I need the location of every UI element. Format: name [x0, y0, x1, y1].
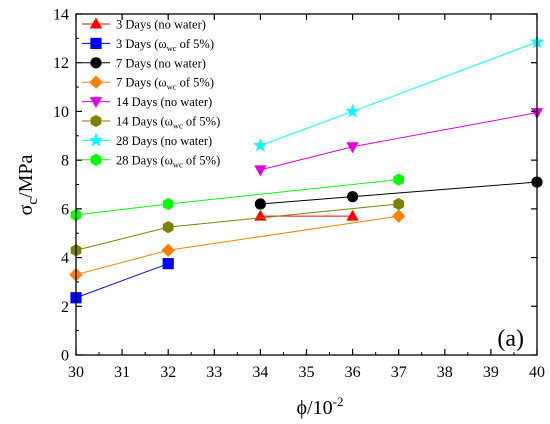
legend-label: 28 Days (ωwc of 5%) — [116, 153, 220, 169]
series-3-point-1 — [254, 198, 266, 210]
series-4-point-2 — [161, 243, 175, 257]
y-tick-label: 8 — [61, 153, 69, 170]
x-tick-label: 35 — [299, 364, 315, 381]
series-5 — [254, 108, 544, 177]
series-7-point-1 — [253, 137, 268, 152]
x-tick-label: 37 — [391, 364, 407, 381]
series-2-line — [75, 263, 169, 299]
series-5-point-1 — [254, 165, 267, 177]
y-tick-label: 6 — [61, 201, 69, 218]
x-tick-label: 31 — [114, 364, 130, 381]
y-tick-label: 14 — [53, 7, 69, 24]
legend-label: 7 Days (ωwc of 5%) — [116, 76, 214, 92]
series-6 — [70, 197, 405, 257]
legend-marker — [90, 114, 102, 128]
legend-item: 3 Days (ωwc of 5%) — [82, 37, 214, 53]
x-tick-label: 30 — [68, 364, 84, 381]
x-tick-label: 38 — [437, 364, 453, 381]
y-tick-label: 12 — [53, 55, 69, 72]
legend-item: 14 Days (ωwc of 5%) — [82, 115, 220, 131]
legend-label: 28 Days (no water) — [116, 134, 212, 148]
series-1-point-1 — [254, 209, 267, 221]
legend-item: 14 Days (no water) — [82, 95, 212, 109]
series-7 — [253, 34, 545, 152]
x-tick-label: 33 — [206, 364, 222, 381]
series-1-point-2 — [346, 209, 359, 221]
series-5-line — [260, 112, 538, 171]
legend-label: 14 Days (no water) — [116, 95, 212, 109]
series-7-line — [260, 41, 538, 146]
legend-label: 3 Days (no water) — [116, 18, 206, 32]
legend-item: 7 Days (no water) — [82, 56, 206, 70]
series-1 — [254, 209, 359, 221]
legend-item: 28 Days (no water) — [82, 132, 212, 148]
legend-marker — [90, 37, 102, 49]
legend-layer: 3 Days (no water) 3 Days (ωwc of 5%) 7 Day… — [82, 18, 220, 169]
series-2 — [70, 258, 174, 304]
series-7-point-2 — [345, 103, 360, 118]
legend-marker — [88, 132, 104, 147]
x-tick-label: 40 — [529, 364, 545, 381]
legend-marker — [89, 17, 103, 29]
series-6-point-3 — [393, 197, 405, 211]
legend-item: 28 Days (ωwc of 5%) — [82, 153, 220, 169]
x-tick-label: 39 — [483, 364, 499, 381]
legend-label: 7 Days (no water) — [116, 56, 206, 70]
series-layer — [69, 34, 545, 304]
series-4-point-3 — [391, 209, 406, 223]
ticks-layer: 30 31 32 33 34 35 36 37 38 39 40 0 2 4 6 8 10 12 14 — [53, 7, 545, 382]
legend-marker — [89, 75, 103, 89]
panel-label: (a) — [497, 326, 524, 352]
series-4-line — [75, 215, 399, 276]
y-tick-label: 0 — [61, 348, 69, 365]
y-axis-label: σc/MPa — [15, 154, 41, 215]
y-tick-label: 2 — [61, 299, 69, 316]
series-3 — [254, 176, 543, 210]
series-5-point-2 — [346, 142, 359, 154]
series-8-point-2 — [162, 197, 174, 211]
series-4 — [69, 209, 406, 282]
legend-label: 14 Days (ωwc of 5%) — [116, 115, 220, 131]
y-tick-label: 10 — [53, 104, 69, 121]
legend-marker — [89, 97, 103, 109]
series-2-point-2 — [162, 258, 174, 270]
y-tick-label: 4 — [61, 250, 69, 267]
legend-marker — [90, 153, 102, 166]
x-tick-label: 34 — [252, 364, 268, 381]
series-6-line — [75, 203, 399, 251]
legend-marker — [90, 57, 102, 69]
x-axis-label: ϕ/10-2 — [297, 394, 344, 419]
legend-label: 3 Days (ωwc of 5%) — [116, 37, 214, 53]
series-3-point-2 — [347, 191, 359, 203]
x-tick-label: 36 — [345, 364, 361, 381]
series-8 — [70, 173, 405, 222]
x-tick-label: 32 — [160, 364, 176, 381]
legend-item: 7 Days (ωwc of 5%) — [82, 75, 214, 92]
series-6-point-2 — [162, 220, 174, 234]
series-8-point-3 — [393, 173, 405, 186]
legend-item: 3 Days (no water) — [82, 18, 206, 32]
